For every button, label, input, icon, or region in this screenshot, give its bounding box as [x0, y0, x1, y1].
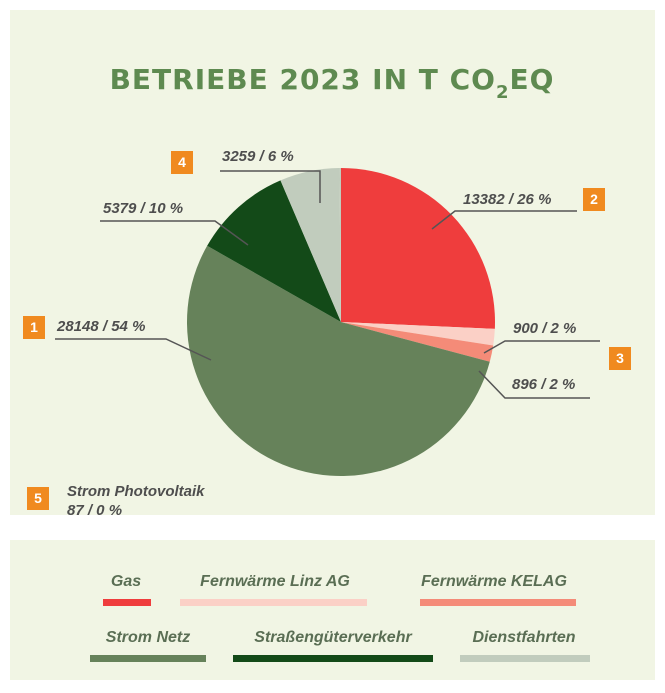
title-subscript: 2	[496, 82, 510, 103]
annotation-value: 87 / 0 %	[67, 502, 122, 519]
pie-slice	[341, 168, 495, 329]
pie-slice	[207, 180, 341, 322]
legend-swatch	[233, 655, 433, 662]
badge	[171, 151, 193, 174]
legend-swatch	[90, 655, 206, 662]
value-label: 5379 / 10 %	[103, 200, 183, 217]
legend-label: Fernwärme KELAG	[421, 573, 567, 590]
legend-swatch	[103, 599, 151, 606]
title-end: EQ	[509, 63, 554, 96]
title-main: BETRIEBE 2023 IN T CO	[110, 63, 496, 96]
badge	[23, 316, 45, 339]
badge-number: 3	[616, 350, 624, 366]
badge	[583, 188, 605, 211]
legend-label: Strom Netz	[106, 629, 190, 646]
annotation-name: Strom Photovoltaik	[67, 483, 205, 500]
badge-number: 1	[30, 319, 38, 335]
legend-swatch	[460, 655, 590, 662]
pie-slice	[341, 322, 494, 362]
leader-line	[220, 170, 321, 203]
pie-slice	[341, 322, 495, 346]
legend-label: Gas	[111, 573, 141, 590]
value-label: 896 / 2 %	[512, 376, 575, 393]
leader-line	[100, 220, 249, 246]
pie-slice	[186, 245, 490, 477]
value-label: 3259 / 6 %	[222, 148, 294, 165]
legend-label: Straßengüterverkehr	[254, 629, 412, 646]
badge-number: 4	[178, 154, 186, 170]
value-label: 28148 / 54 %	[56, 318, 145, 335]
leader-line	[431, 210, 577, 230]
badge	[27, 487, 49, 510]
pie-slice	[280, 168, 341, 322]
legend-swatch	[420, 599, 576, 606]
badge	[609, 347, 631, 370]
pie-slice-small	[339, 168, 341, 322]
value-label: 13382 / 26 %	[463, 191, 551, 208]
value-label: 900 / 2 %	[513, 320, 576, 337]
leader-line	[483, 340, 600, 354]
chart-title: BETRIEBE 2023 IN T CO2EQ	[110, 63, 555, 103]
leader-line	[55, 338, 212, 361]
leader-line	[478, 370, 590, 399]
badge-number: 2	[590, 191, 598, 207]
badge-number: 5	[34, 490, 42, 506]
legend-label: Dienstfahrten	[472, 629, 575, 646]
legend-label: Fernwärme Linz AG	[200, 573, 350, 590]
legend-swatch	[180, 599, 367, 606]
